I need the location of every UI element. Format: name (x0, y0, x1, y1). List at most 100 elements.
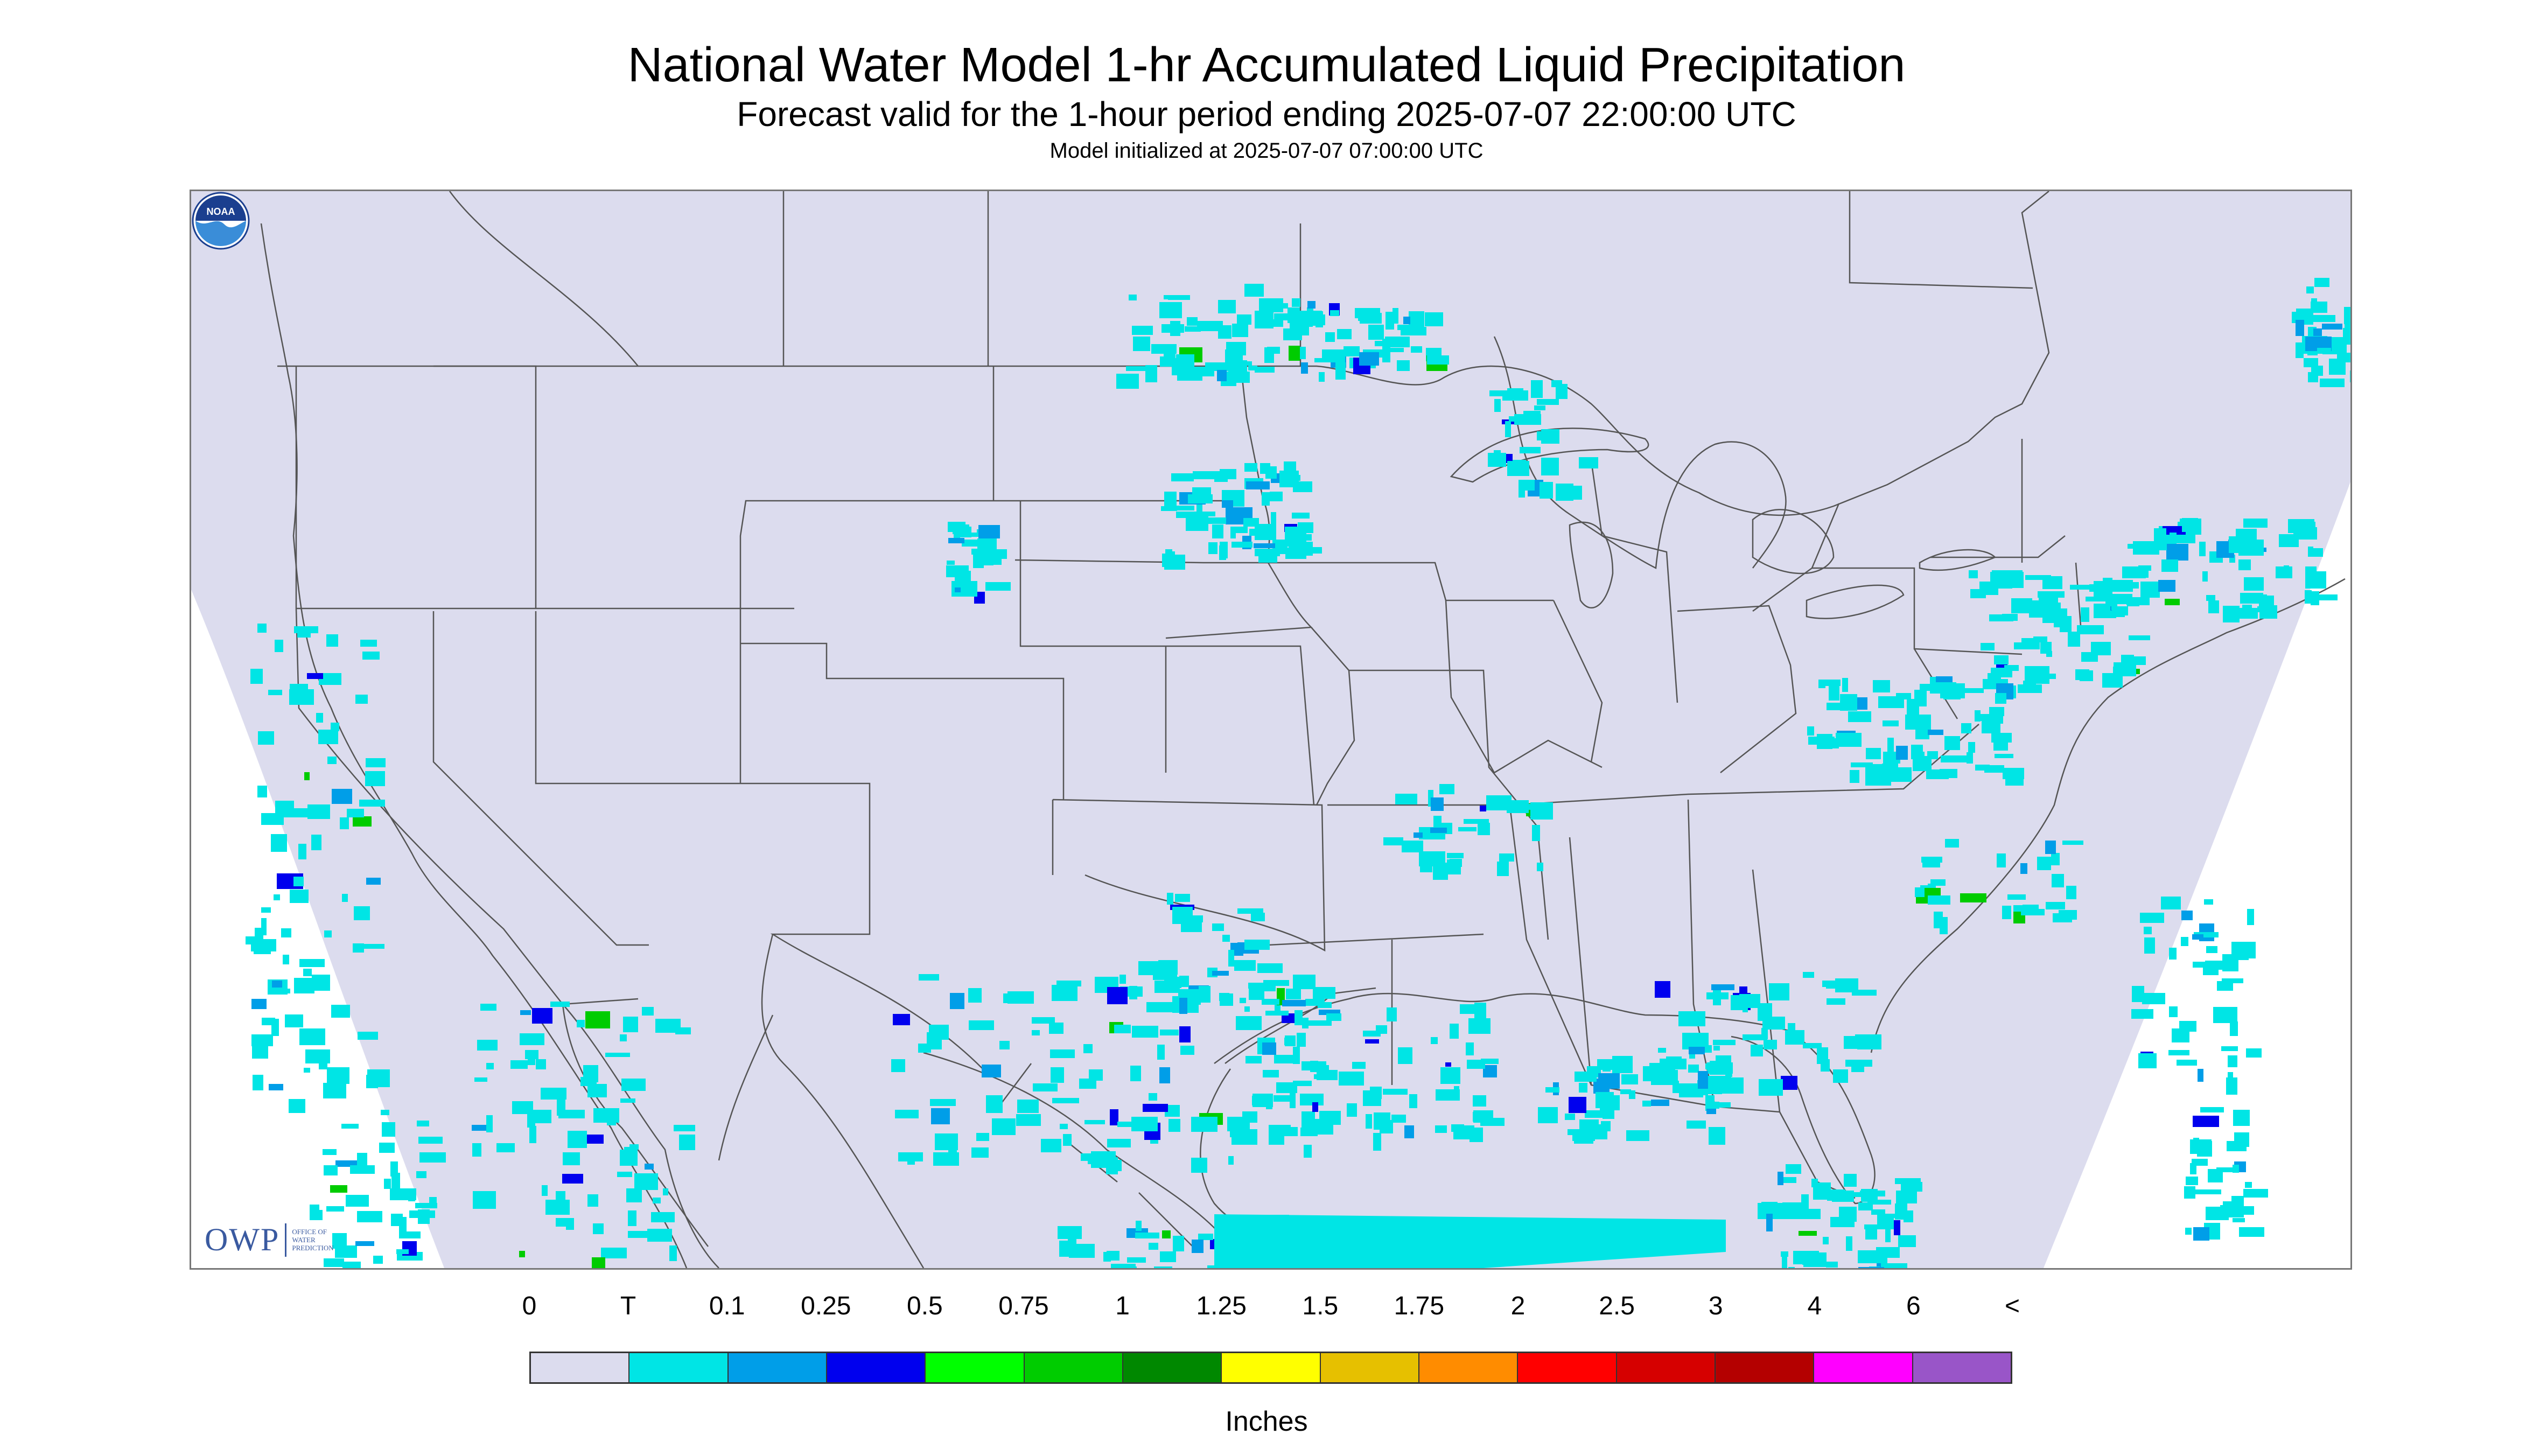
precip-cell (1172, 907, 1193, 924)
precip-cell (1711, 1102, 1731, 1108)
precip-cell (1852, 990, 1877, 996)
precip-cell (1921, 857, 1942, 863)
precip-cell (1658, 1048, 1666, 1053)
precip-cell (2020, 863, 2027, 874)
precip-cell (2053, 913, 2072, 922)
precip-cell (326, 634, 338, 647)
precip-cell (1246, 481, 1270, 489)
precip-cell (1293, 481, 1312, 492)
precip-cell (255, 928, 263, 939)
precip-cell (1285, 527, 1306, 543)
precip-cell (2144, 937, 2155, 954)
precip-cell (1119, 975, 1126, 984)
precip-cell (1286, 989, 1301, 999)
precip-cell (1505, 421, 1511, 437)
precip-cell (593, 1223, 604, 1234)
precip-cell (1786, 1164, 1801, 1174)
precip-cell (1114, 1025, 1131, 1033)
precip-cell (1845, 1060, 1872, 1067)
precip-cell (2002, 906, 2011, 919)
legend-swatch (1518, 1353, 1617, 1382)
precip-cell (1968, 742, 1975, 753)
precip-cell (1179, 1026, 1191, 1042)
precip-cell (2169, 1006, 2178, 1017)
precip-cell (1129, 295, 1137, 300)
precip-cell (1402, 841, 1423, 852)
precip-cell (950, 993, 964, 1009)
precip-cell (1240, 998, 1246, 1003)
precip-cell (1366, 1114, 1372, 1129)
legend-tick-label: 1 (1115, 1292, 1130, 1320)
precip-cell (496, 1143, 515, 1152)
precip-cell (1245, 1056, 1262, 1063)
precip-cell (1895, 1178, 1921, 1184)
precip-cell (1867, 1200, 1891, 1205)
precip-cell (1682, 1015, 1692, 1020)
precip-cell (1176, 506, 1194, 510)
precip-cell (1060, 1124, 1068, 1129)
precip-cell (2161, 559, 2178, 572)
precip-cell (1782, 1254, 1787, 1268)
precip-cell (1293, 975, 1316, 989)
precip-cell (1162, 1230, 1171, 1238)
precip-cell (1911, 745, 1923, 759)
precip-cell (2202, 571, 2208, 582)
precip-cell (1193, 471, 1215, 479)
precip-cell (1252, 1096, 1270, 1105)
legend-tick-label: < (2004, 1292, 2020, 1320)
precip-cell (340, 817, 349, 829)
precip-cell (1858, 1202, 1873, 1210)
precip-cell (1386, 312, 1394, 330)
precip-cell (1228, 1156, 1234, 1165)
precip-cell (1222, 935, 1230, 942)
precip-cell (577, 1020, 585, 1027)
precip-cell (1961, 723, 1971, 733)
precip-cell (1195, 1121, 1217, 1130)
precip-cell (2305, 590, 2312, 604)
precip-cell (298, 844, 306, 859)
map-svg (191, 191, 2350, 1268)
precip-cell (257, 624, 267, 633)
precip-cell (1159, 1067, 1170, 1083)
precip-cell (1173, 1236, 1184, 1251)
precip-cell (1489, 390, 1510, 396)
precip-cell (1713, 1046, 1720, 1051)
precip-cell (2259, 605, 2277, 619)
precip-cell (2245, 1182, 2252, 1188)
precip-cell (1311, 1094, 1320, 1099)
precip-cell (1997, 853, 2006, 867)
precip-cell (651, 1212, 675, 1222)
precip-cell (342, 1262, 361, 1268)
precipitation-map[interactable]: OWP OFFICE OF WATER PREDICTION NOAA (190, 190, 2352, 1270)
precip-cell (1450, 859, 1462, 867)
precip-cell (1801, 1194, 1809, 1209)
precip-cell (358, 1032, 378, 1040)
precip-cell (1486, 795, 1512, 810)
precip-cell (1337, 329, 1352, 339)
precip-cell (331, 1005, 350, 1018)
precip-cell (2304, 358, 2318, 367)
precip-cell (1192, 487, 1211, 500)
precip-cell (1347, 1103, 1357, 1117)
precip-cell (1802, 1252, 1827, 1265)
precip-cell (1032, 1017, 1055, 1024)
precip-cell (1302, 1111, 1315, 1129)
precip-cell (1382, 339, 1388, 351)
precip-cell (1964, 688, 1984, 693)
legend-tick-label: 0.25 (801, 1292, 851, 1320)
precip-cell (293, 877, 304, 886)
precip-cell (1271, 512, 1276, 528)
precip-cell (2296, 320, 2304, 336)
precip-cell (556, 1218, 574, 1227)
precip-cell (2193, 1138, 2199, 1149)
precip-cell (1731, 995, 1747, 1010)
precip-cell (1322, 349, 1345, 362)
precip-cell (2122, 566, 2146, 578)
legend-tick-label: 1.25 (1196, 1292, 1247, 1320)
precip-cell (2089, 584, 2097, 592)
precip-cell (1575, 1072, 1597, 1082)
precip-cell (1309, 1020, 1332, 1026)
owp-text: OFFICE OF WATER PREDICTION (292, 1228, 333, 1252)
precip-cell (1803, 972, 1814, 978)
precip-cell (1425, 312, 1443, 326)
